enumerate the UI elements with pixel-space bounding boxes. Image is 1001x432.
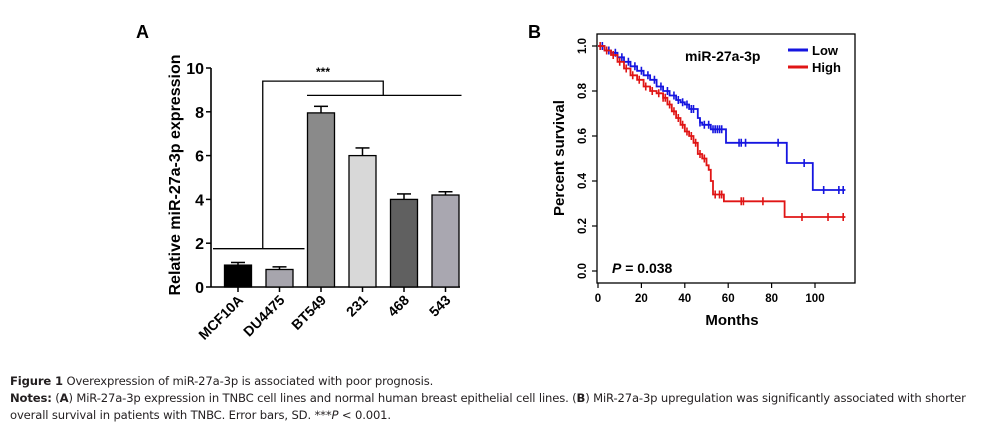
panel-a-y-axis-label: Relative miR-27a-3p expression [167, 55, 184, 296]
bar-MCF10A [223, 264, 253, 288]
notes-a-text: ) MiR-27a-3p expression in TNBC cell lin… [68, 391, 577, 405]
panel-b-y-axis-label: Percent survival [551, 100, 568, 216]
panel-a-bars [223, 105, 460, 288]
panel-a-significance-bracket: *** [213, 65, 462, 250]
notes-b-text: ) MiR-27a-3p upregulation was significan… [585, 391, 966, 405]
panel-b-x-axis-label: Months [705, 312, 758, 329]
x-tick-label: 0 [595, 293, 601, 305]
bar-BT549 [306, 112, 336, 288]
x-tick-label-DU4475: DU4475 [240, 292, 288, 340]
panel-b-survival-plot: B Percent survival Months 0 20 40 60 80 100 0.… [528, 22, 856, 329]
y-tick-label: 0 [195, 280, 204, 297]
x-tick-label: 40 [678, 293, 691, 305]
panel-b-legend: Low High [788, 43, 841, 75]
figure-title: Overexpression of miR-27a-3p is associat… [62, 374, 434, 388]
x-tick-label: 60 [722, 293, 735, 305]
y-tick-label: 10 [186, 61, 204, 78]
legend-label-high: High [812, 60, 841, 75]
bar-231 [348, 154, 377, 288]
panel-b-plot-frame [596, 33, 856, 284]
y-tick-label: 0.2 [577, 218, 589, 234]
bar-DU4475 [265, 268, 294, 288]
x-tick-label: 100 [805, 293, 824, 305]
figure-caption-title: Figure 1 Overexpression of miR-27a-3p is… [10, 374, 433, 388]
x-tick-label-468: 468 [384, 292, 412, 320]
p-symbol: P [612, 260, 622, 276]
x-tick-label-543: 543 [426, 292, 454, 320]
x-tick-label-231: 231 [343, 292, 371, 320]
panel-b-curves [598, 42, 846, 221]
y-tick-label: 2 [195, 236, 204, 253]
y-tick-label: 0.4 [577, 172, 589, 189]
panel-a-axes: 0 2 4 6 8 10 [186, 61, 460, 297]
bar-468 [389, 198, 419, 288]
panel-a-bar-chart: A Relative miR-27a-3p expression 0246810… [136, 22, 462, 343]
panel-b-p-value: P = 0.038 [612, 260, 673, 276]
notes-label: Notes: [10, 391, 52, 405]
x-tick-label-MCF10A: MCF10A [195, 292, 246, 343]
y-tick-label: 0.6 [577, 128, 589, 144]
notes-b-label: B [576, 391, 586, 405]
panel-b-label: B [528, 22, 541, 42]
figure-number: Figure 1 [10, 374, 63, 388]
y-tick-label: 0.0 [577, 263, 589, 279]
figure: A Relative miR-27a-3p expression 0246810… [136, 22, 856, 343]
y-tick-label: 6 [195, 149, 204, 166]
notes-a-label: A [59, 391, 69, 405]
y-tick-label: 8 [195, 105, 204, 122]
panel-b-legend-title: miR-27a-3p [685, 48, 760, 64]
y-tick-label: 4 [195, 192, 204, 209]
bar-543 [431, 194, 460, 288]
figure-notes-line2: overall survival in patients with TNBC. … [10, 408, 391, 422]
panel-b-axes: 0 20 40 60 80 100 0.0 0.2 0.4 0.6 0.8 1.0 [577, 38, 825, 305]
significance-stars: *** [316, 65, 330, 79]
p-value-text: = 0.038 [621, 260, 672, 276]
y-tick-label: 0.8 [577, 82, 589, 99]
x-tick-label: 80 [765, 293, 778, 305]
bracket-connector [262, 80, 384, 249]
notes-p-symbol: P [331, 408, 339, 422]
notes-text-2: overall survival in patients with TNBC. … [10, 408, 332, 422]
legend-label-low: Low [812, 43, 839, 58]
figure-notes-line1: Notes: (A) MiR-27a-3p expression in TNBC… [10, 391, 966, 405]
survival-curve-low [598, 45, 846, 191]
notes-text: ( [51, 391, 60, 405]
y-tick-label: 1.0 [577, 38, 589, 54]
notes-p-tail: < 0.001. [338, 408, 391, 422]
panel-a-label: A [136, 22, 149, 42]
x-tick-label: 20 [635, 293, 648, 305]
x-tick-label-BT549: BT549 [288, 292, 329, 333]
